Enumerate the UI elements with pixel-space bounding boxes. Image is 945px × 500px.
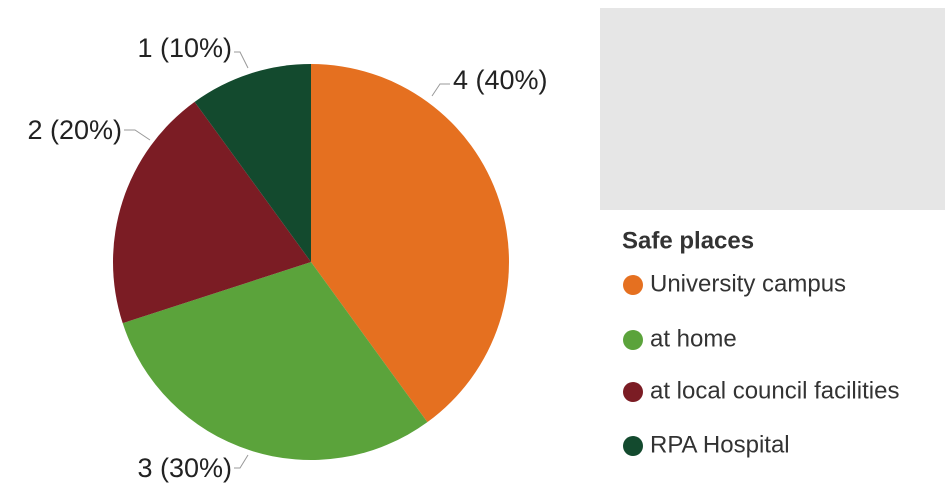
legend-title: Safe places <box>622 227 754 254</box>
pie-slice <box>311 64 509 423</box>
legend-label: RPA Hospital <box>650 431 790 458</box>
legend-swatch <box>623 382 643 402</box>
pie-slice <box>113 101 311 324</box>
legend-swatch <box>623 436 643 456</box>
leader-line <box>431 83 450 97</box>
pie-slice <box>194 63 311 262</box>
leader-line <box>234 51 249 69</box>
data-label: 2 (20%) <box>27 115 122 145</box>
data-label: 3 (30%) <box>137 453 232 483</box>
data-label: 4 (40%) <box>453 65 548 95</box>
legend-panel <box>600 210 945 500</box>
leader-line <box>124 129 151 141</box>
leader-line <box>234 454 249 469</box>
legend-label: University campus <box>650 270 846 297</box>
legend-label: at home <box>650 325 737 352</box>
pie-slice <box>122 262 428 461</box>
data-label: 1 (10%) <box>137 33 232 63</box>
legend-label: at local council facilities <box>650 377 899 404</box>
legend-swatch <box>623 275 643 295</box>
legend-header-panel <box>600 8 945 210</box>
legend-swatch <box>623 330 643 350</box>
